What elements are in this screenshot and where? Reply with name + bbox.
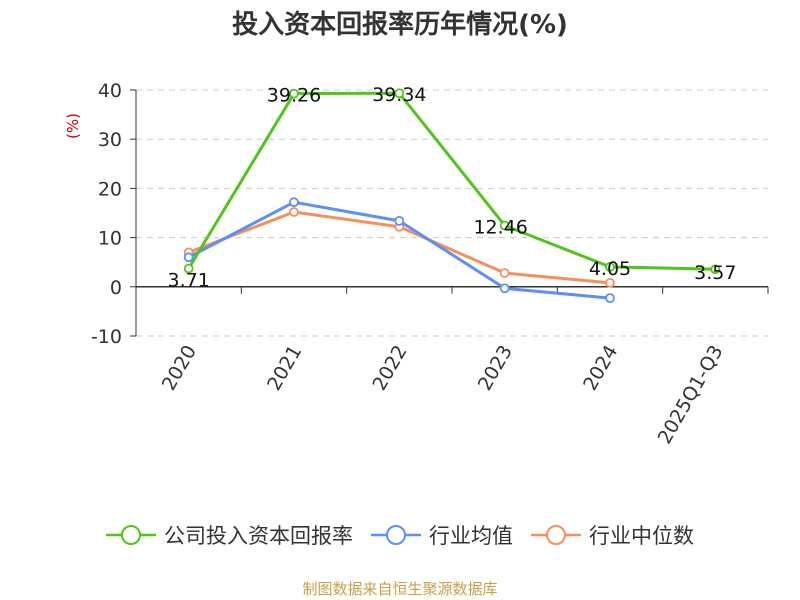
data-point (183, 263, 194, 274)
data-point (394, 215, 405, 226)
data-point (499, 220, 510, 231)
data-label: 3.57 (694, 262, 736, 284)
data-label: 39.34 (372, 84, 426, 106)
legend-item[interactable]: 行业中位数 (531, 520, 694, 550)
legend-swatch (371, 525, 421, 545)
legend: 公司投入资本回报率 行业均值 行业中位数 (0, 520, 800, 550)
y-tick-label: 20 (98, 178, 122, 200)
chart-title: 投入资本回报率历年情况(%) (232, 10, 568, 40)
data-point (289, 197, 299, 208)
x-tick-label: 2021 (263, 342, 306, 395)
data-label: 39.26 (267, 85, 321, 107)
data-point (605, 277, 615, 288)
legend-item[interactable]: 公司投入资本回报率 (106, 520, 353, 550)
data-label: 4.05 (589, 258, 631, 280)
y-tick-label: 0 (110, 277, 122, 299)
x-tick-label: 2025Q1-Q3 (654, 342, 728, 448)
data-point (605, 261, 615, 272)
source-note: 制图数据来自恒生聚源数据库 (302, 580, 498, 598)
x-tick-label: 2023 (474, 342, 517, 395)
data-point (710, 264, 721, 275)
y-tick-label: 40 (98, 80, 122, 102)
data-point (605, 293, 615, 304)
data-label: 3.71 (168, 270, 210, 292)
data-point (289, 88, 299, 99)
x-tick-label: 2020 (158, 342, 201, 395)
legend-swatch (106, 525, 156, 545)
legend-swatch (531, 525, 581, 545)
data-point (499, 283, 510, 294)
x-tick-label: 2024 (579, 342, 622, 395)
data-point (183, 252, 194, 263)
legend-item[interactable]: 行业均值 (371, 520, 513, 550)
series-line (187, 91, 716, 271)
y-tick-label: -10 (91, 326, 122, 348)
data-labels: 3.71 39.26 39.34 12.46 4.05 3.57 (168, 84, 737, 291)
data-label: 12.46 (473, 216, 527, 238)
data-point (289, 207, 299, 217)
y-tick-label: 10 (98, 228, 122, 250)
series (183, 88, 721, 304)
y-axis-unit-label: (%) (64, 113, 82, 139)
y-tick-label: 30 (98, 129, 122, 151)
x-tick-label: 2022 (368, 342, 411, 395)
data-point (499, 268, 510, 278)
legend-label: 行业均值 (429, 524, 513, 548)
legend-label: 公司投入资本回报率 (164, 524, 353, 548)
legend-label: 行业中位数 (589, 524, 694, 548)
gridlines (136, 89, 768, 337)
data-point (394, 88, 405, 99)
